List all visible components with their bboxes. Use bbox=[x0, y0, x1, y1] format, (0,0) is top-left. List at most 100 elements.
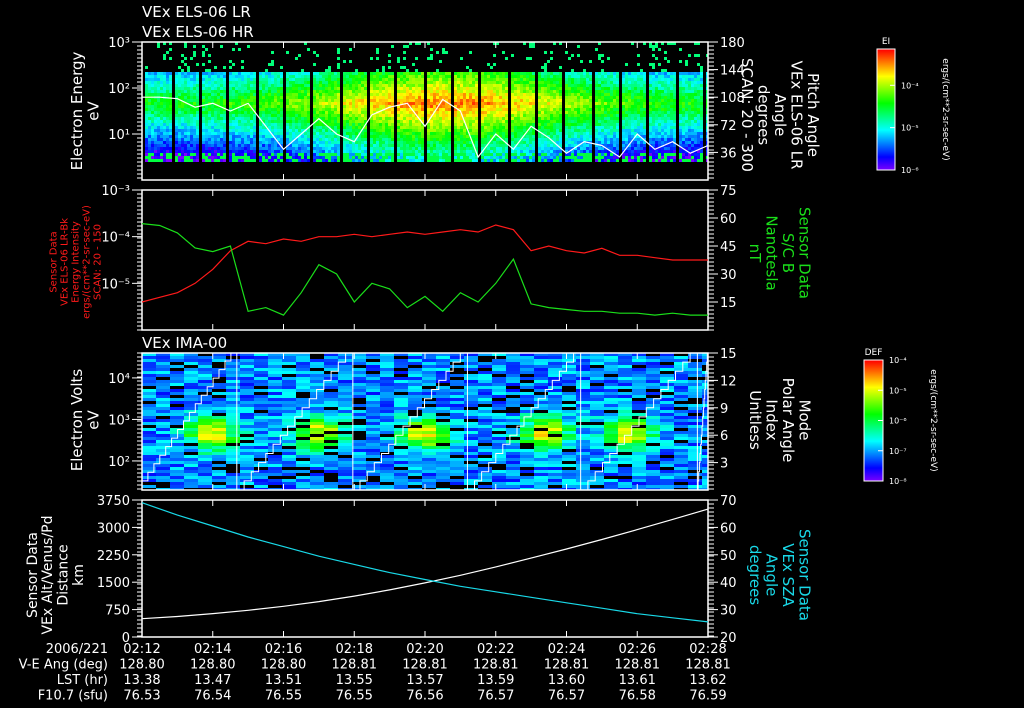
panel1-y-label-line: eV bbox=[85, 101, 103, 121]
footer-cell: 76.54 bbox=[194, 689, 231, 704]
footer-cell: 02:26 bbox=[619, 642, 656, 657]
panel3-y2-label-line: Index bbox=[763, 399, 781, 440]
footer-row-label: F10.7 (sfu) bbox=[38, 689, 108, 704]
panel3-y2-label: ModePolar AngleIndexUnitless bbox=[746, 378, 814, 463]
y2-tick-label: 30 bbox=[720, 268, 737, 283]
footer-cell: 76.56 bbox=[406, 689, 443, 704]
footer-cell: 13.55 bbox=[336, 673, 373, 688]
panel1-y2-label-line: Pitch Angle bbox=[804, 73, 822, 157]
colorbar-title: EI bbox=[882, 37, 890, 47]
polar-angle-index-line bbox=[467, 352, 581, 491]
panel3-y2-label-line: Polar Angle bbox=[779, 378, 797, 463]
footer-row-label: V-E Ang (deg) bbox=[19, 658, 108, 673]
footer-cell: 76.57 bbox=[477, 689, 514, 704]
panel1-y-label-line: Electron Energy bbox=[68, 51, 86, 170]
y-tick-label: 2250 bbox=[97, 549, 130, 564]
y2-tick-label: 15 bbox=[720, 296, 737, 311]
panel1-y2-label-line: Angle bbox=[771, 94, 789, 137]
panel1-title-hr: VEx ELS-06 HR bbox=[142, 23, 254, 41]
y2-tick-label: 75 bbox=[720, 184, 737, 199]
panel-1-frame bbox=[141, 41, 709, 181]
panel3-y2-label-line: Unitless bbox=[746, 390, 764, 450]
y2-tick-label: 3 bbox=[720, 457, 728, 472]
panel2-y-label-line: Energy Intensity bbox=[71, 221, 82, 303]
y-tick-label: 10² bbox=[108, 455, 130, 470]
panel2-y-label-line: ergs/(cm**2-sr-sec-eV) bbox=[82, 205, 93, 319]
y-tick-label: 10² bbox=[108, 82, 130, 97]
panel4-y2-label-line: degrees bbox=[746, 545, 764, 606]
panel2-y-label-line: SCAN: 20 - 150 bbox=[93, 224, 104, 300]
y2-tick-label: 6 bbox=[720, 429, 728, 444]
pitch-angle-line bbox=[142, 96, 709, 159]
y-tick-label: 3000 bbox=[97, 521, 130, 536]
y2-tick-label: 144 bbox=[720, 64, 745, 79]
footer-cell: 128.81 bbox=[615, 658, 661, 673]
polar-angle-index-line bbox=[352, 352, 468, 491]
panel1-y2-label-line: degrees bbox=[754, 85, 772, 146]
energy-intensity-line bbox=[141, 224, 708, 303]
panel2-y2-label-line: Sensor Data bbox=[796, 207, 814, 299]
y-tick-label: 10⁻³ bbox=[101, 184, 130, 199]
panel3-y-label-line: eV bbox=[85, 410, 103, 430]
footer-cell: 13.62 bbox=[689, 673, 726, 688]
footer-cell: 13.61 bbox=[619, 673, 656, 688]
colorbar-tick-label: 10⁻⁵ bbox=[889, 386, 907, 395]
panel-4-frame bbox=[141, 499, 709, 638]
y-tick-label: 10⁻⁵ bbox=[101, 277, 130, 292]
y2-tick-label: 40 bbox=[720, 576, 737, 591]
y2-tick-label: 180 bbox=[720, 36, 745, 51]
panel4-y-label-line: Sensor Data bbox=[25, 532, 41, 618]
polar-angle-index-line bbox=[236, 352, 353, 491]
footer-row-label: 2006/221 bbox=[46, 642, 108, 657]
footer-cell: 128.81 bbox=[402, 658, 448, 673]
footer-cell: 02:12 bbox=[123, 642, 160, 657]
footer-cell: 13.38 bbox=[123, 673, 160, 688]
panel-2-frame bbox=[141, 189, 709, 331]
panel4-y-label-line: km bbox=[71, 564, 87, 586]
panel3-y2-label-line: Mode bbox=[796, 400, 814, 441]
sza-line bbox=[141, 502, 709, 623]
polar-angle-index-line bbox=[697, 352, 708, 491]
colorbar-tick-label: 10⁻⁶ bbox=[901, 166, 919, 175]
panel2-y2-label-line: Nanotesla bbox=[763, 215, 781, 290]
panel2-y-label: Sensor DataVEx ELS-06 LR-BkEnergy Intens… bbox=[49, 205, 104, 319]
y-tick-label: 0 bbox=[122, 631, 130, 646]
polar-angle-index-line bbox=[142, 352, 237, 482]
panel1-y2-label: Pitch AngleVEx ELS-06 LRAngledegreesSCAN… bbox=[738, 58, 822, 172]
y2-tick-label: 60 bbox=[720, 212, 737, 227]
polar-angle-index-line bbox=[580, 352, 698, 491]
colorbar-ei bbox=[877, 49, 895, 170]
footer-cell: 76.55 bbox=[336, 689, 373, 704]
y2-tick-label: 72 bbox=[720, 119, 737, 134]
footer-cell: 02:20 bbox=[406, 642, 443, 657]
footer-cell: 128.81 bbox=[473, 658, 519, 673]
y2-tick-label: 60 bbox=[720, 521, 737, 536]
panel4-y2-label: Sensor DataVEx SZAAngledegrees bbox=[746, 529, 814, 621]
y2-tick-label: 20 bbox=[720, 631, 737, 646]
footer-cell: 02:28 bbox=[689, 642, 726, 657]
panel2-y-label-line: VEx ELS-06 LR-Bk bbox=[60, 218, 71, 306]
panel1-y2-label-line: VEx ELS-06 LR bbox=[787, 61, 805, 170]
panel4-y2-label-line: VEx SZA bbox=[779, 543, 797, 607]
y2-tick-label: 15 bbox=[720, 347, 737, 362]
footer-cell: 02:22 bbox=[477, 642, 514, 657]
footer-cell: 76.58 bbox=[619, 689, 656, 704]
panel1-y2-label-line: SCAN: 20 - 300 bbox=[738, 58, 756, 172]
colorbar-tick-label: 10⁻⁵ bbox=[901, 124, 919, 133]
altitude-line bbox=[141, 508, 709, 620]
colorbar-units: ergs/(cm**2-sr-sec-eV) bbox=[940, 58, 950, 160]
footer-cell: 02:14 bbox=[194, 642, 231, 657]
y-tick-label: 10³ bbox=[108, 36, 130, 51]
colorbar-tick-label: 10⁻⁶ bbox=[889, 417, 907, 426]
footer-cell: 13.51 bbox=[265, 673, 302, 688]
electron-energy-spectrogram bbox=[142, 42, 708, 180]
panel4-y2-label-line: Angle bbox=[763, 554, 781, 597]
panel3-y-label-line: Electron Volts bbox=[68, 369, 86, 472]
footer-cell: 76.53 bbox=[123, 689, 160, 704]
magnetic-field-line bbox=[141, 223, 708, 316]
y-tick-label: 1500 bbox=[97, 576, 130, 591]
panel-3-frame bbox=[141, 352, 709, 491]
y2-tick-label: 45 bbox=[720, 240, 737, 255]
